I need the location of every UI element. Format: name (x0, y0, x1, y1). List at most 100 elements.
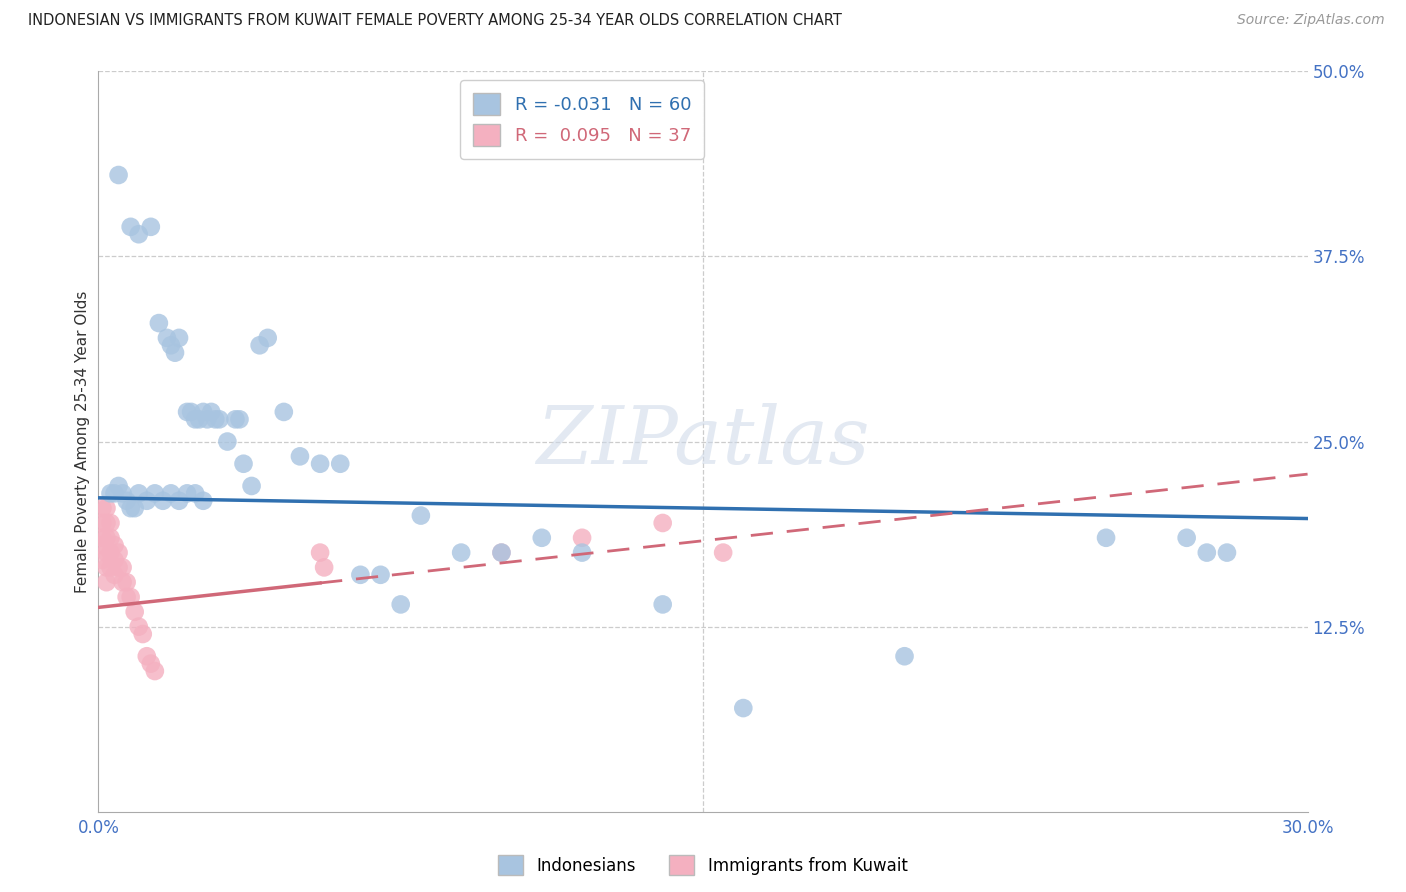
Point (491, 546, 513, 560)
Point (91, 516, 114, 530)
Point (100, 531, 122, 545)
Point (530, 531, 553, 545)
Point (208, 412, 231, 426)
Point (128, 486, 150, 500)
Point (103, 486, 125, 500)
Point (193, 493, 215, 508)
Point (370, 567, 392, 582)
Point (450, 546, 472, 560)
Point (132, 627, 155, 641)
Point (329, 457, 352, 471)
Point (256, 331, 278, 345)
Point (288, 450, 311, 464)
Point (124, 605, 146, 619)
Point (204, 412, 226, 426)
Point (143, 664, 166, 678)
Point (651, 598, 673, 612)
Point (120, 219, 142, 234)
Point (115, 575, 138, 590)
Point (184, 412, 207, 426)
Point (103, 553, 125, 567)
Point (107, 560, 129, 574)
Point (128, 619, 150, 633)
Point (156, 331, 179, 345)
Point (120, 501, 142, 516)
Point (111, 486, 134, 500)
Point (1095, 531, 1118, 545)
Point (135, 649, 157, 664)
Point (139, 219, 162, 234)
Point (389, 598, 412, 612)
Point (232, 457, 254, 471)
Point (571, 531, 593, 545)
Point (96, 531, 118, 545)
Point (96, 516, 118, 530)
Legend: Indonesians, Immigrants from Kuwait: Indonesians, Immigrants from Kuwait (492, 848, 914, 882)
Point (124, 501, 146, 516)
Point (100, 546, 122, 560)
Point (349, 567, 371, 582)
Point (711, 546, 734, 560)
Point (188, 412, 211, 426)
Point (249, 338, 271, 352)
Point (96, 501, 118, 516)
Point (107, 168, 129, 182)
Point (120, 590, 142, 604)
Point (309, 546, 332, 560)
Point (273, 405, 295, 419)
Point (91, 531, 114, 545)
Point (107, 546, 129, 560)
Point (100, 560, 122, 574)
Point (240, 479, 263, 493)
Point (167, 331, 190, 345)
Point (96, 546, 118, 560)
Point (139, 657, 162, 671)
Point (309, 457, 332, 471)
Point (195, 412, 218, 426)
Text: Source: ZipAtlas.com: Source: ZipAtlas.com (1237, 13, 1385, 28)
Point (893, 649, 915, 664)
Point (96, 560, 118, 574)
Point (91, 501, 114, 516)
Point (107, 479, 129, 493)
Point (224, 412, 246, 426)
Point (128, 227, 150, 242)
Point (135, 493, 157, 508)
Legend: R = -0.031   N = 60, R =  0.095   N = 37: R = -0.031 N = 60, R = 0.095 N = 37 (460, 80, 704, 159)
Point (314, 560, 336, 574)
Point (115, 590, 138, 604)
Y-axis label: Female Poverty Among 25-34 Year Olds: Female Poverty Among 25-34 Year Olds (75, 291, 90, 592)
Point (200, 405, 222, 419)
Point (103, 538, 125, 552)
Point (491, 546, 513, 560)
Point (100, 486, 122, 500)
Point (111, 560, 134, 574)
Text: ZIPatlas: ZIPatlas (536, 403, 870, 480)
Point (148, 316, 170, 330)
Point (91, 553, 114, 567)
Point (91, 538, 114, 552)
Point (163, 345, 186, 359)
Point (176, 405, 198, 419)
Point (115, 493, 138, 508)
Point (176, 486, 198, 500)
Point (167, 493, 190, 508)
Point (1195, 546, 1218, 560)
Point (96, 575, 118, 590)
Point (160, 486, 183, 500)
Point (160, 338, 183, 352)
Point (651, 516, 673, 530)
Point (409, 508, 432, 523)
Point (180, 405, 202, 419)
Point (1175, 531, 1198, 545)
Point (152, 493, 174, 508)
Point (571, 546, 593, 560)
Point (100, 516, 122, 530)
Text: INDONESIAN VS IMMIGRANTS FROM KUWAIT FEMALE POVERTY AMONG 25-34 YEAR OLDS CORREL: INDONESIAN VS IMMIGRANTS FROM KUWAIT FEM… (28, 13, 842, 29)
Point (184, 486, 207, 500)
Point (143, 486, 166, 500)
Point (733, 701, 755, 715)
Point (193, 405, 215, 419)
Point (217, 434, 239, 449)
Point (111, 575, 134, 590)
